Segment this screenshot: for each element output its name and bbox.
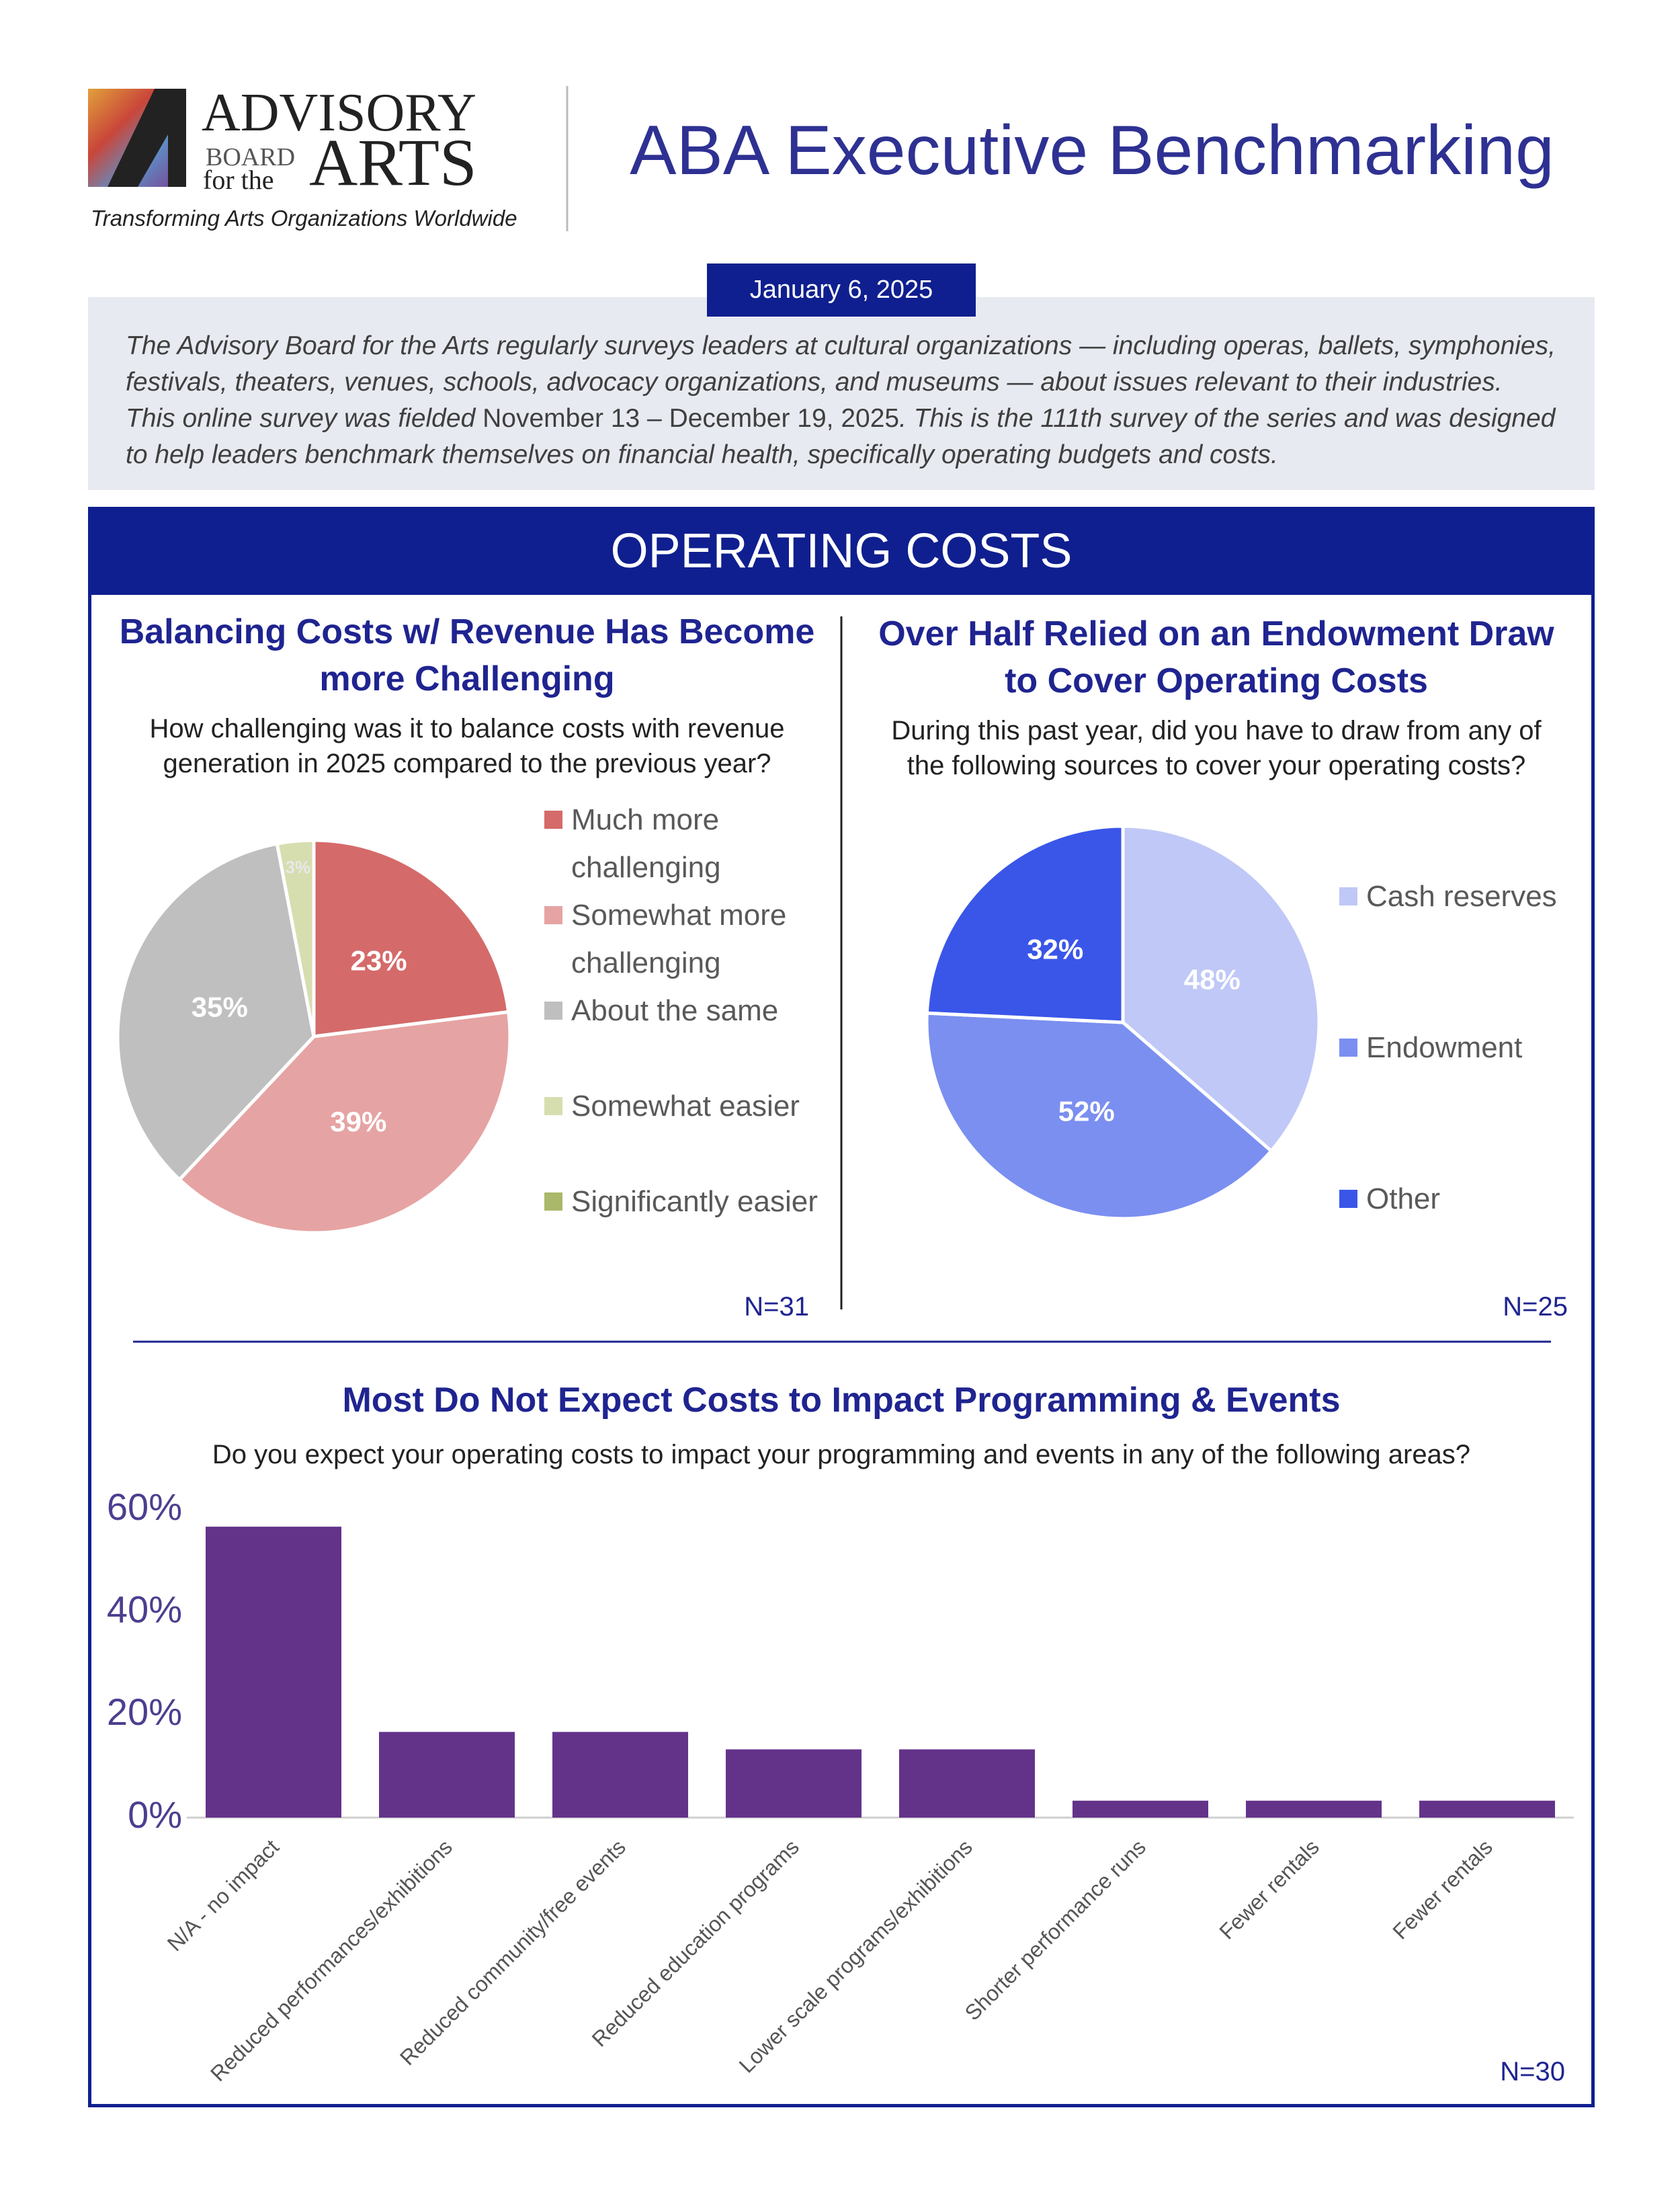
pie-slice: [312, 838, 511, 1039]
y-tick-label: 60%: [107, 1486, 182, 1528]
chart-title: Over Half Relied on an Endowment Draw to…: [878, 614, 1554, 700]
bar: [206, 1527, 341, 1818]
legend-label: Endowment: [1366, 1031, 1523, 1064]
legend-swatch: [1339, 1190, 1357, 1208]
legend-swatch: [1339, 887, 1357, 905]
legend-label: Other: [1366, 1182, 1441, 1215]
logo-tagline: Transforming Arts Organizations Worldwid…: [91, 206, 517, 231]
y-tick-label: 0%: [128, 1793, 182, 1836]
pie-slice: [177, 1010, 512, 1235]
bar: [379, 1732, 515, 1818]
intro-box: The Advisory Board for the Arts regularl…: [88, 297, 1595, 490]
legend-label: Somewhat more challenging: [571, 899, 787, 979]
bar: [726, 1749, 862, 1818]
chart-title: Balancing Costs w/ Revenue Has Become mo…: [119, 612, 815, 698]
legend-swatch: [544, 1097, 562, 1115]
legend-swatch: [544, 906, 562, 924]
legend-label: Cash reserves: [1366, 880, 1557, 913]
legend-swatch: [544, 811, 562, 829]
data-label: 48%: [1184, 963, 1241, 995]
data-label: 3%: [286, 857, 311, 877]
legend-label: Significantly easier: [571, 1185, 818, 1218]
logo-text: for the: [203, 165, 274, 195]
sample-size: N=25: [1503, 1292, 1568, 1322]
legend-swatch: [544, 1192, 562, 1211]
data-label: 23%: [351, 945, 407, 977]
sample-size: N=30: [1500, 2057, 1565, 2086]
data-label: 52%: [1058, 1096, 1115, 1127]
intro-dates: November 13 – December 19, 2025: [482, 404, 900, 433]
bar: [1073, 1800, 1208, 1818]
legend-label: About the same: [571, 994, 779, 1027]
legend-label: Much more challenging: [571, 803, 721, 884]
data-label: 32%: [1027, 933, 1083, 965]
data-label: 39%: [330, 1106, 386, 1137]
pie-slice: [925, 824, 1125, 1024]
pie-slice: [275, 838, 316, 1037]
y-tick-label: 20%: [107, 1691, 182, 1733]
bar: [899, 1749, 1035, 1818]
logo-text: BOARD: [206, 143, 296, 171]
legend-swatch: [1339, 1039, 1357, 1057]
pie-slice: [116, 842, 316, 1182]
legend-label: Somewhat easier: [571, 1090, 800, 1123]
pie-slice: [925, 1011, 1274, 1221]
chart-question: How challenging was it to balance costs …: [149, 714, 785, 778]
chart-title: Most Do Not Expect Costs to Impact Progr…: [342, 1381, 1341, 1420]
y-tick-label: 40%: [107, 1588, 182, 1630]
sample-size: N=31: [744, 1292, 809, 1322]
logo-a: [108, 89, 186, 187]
date-badge: January 6, 2025: [707, 263, 976, 317]
chart-question: During this past year, did you have to d…: [891, 716, 1542, 780]
bar: [1419, 1800, 1555, 1818]
legend-swatch: [544, 1002, 562, 1020]
section-title: OPERATING COSTS: [88, 507, 1595, 595]
pie-slice: [1121, 824, 1321, 1153]
bar: [552, 1732, 688, 1818]
data-label: 35%: [192, 991, 248, 1022]
intro-text: The Advisory Board for the Arts regularl…: [126, 331, 1556, 433]
logo-text: ARTS: [309, 125, 477, 200]
intro-text: . This is the 111th survey of the series…: [126, 404, 1556, 469]
page-title: ABA Executive Benchmarking: [630, 112, 1554, 190]
bar: [1246, 1800, 1382, 1818]
logo-text: ADVISORY: [202, 83, 476, 143]
chart-question: Do you expect your operating costs to im…: [212, 1440, 1471, 1469]
